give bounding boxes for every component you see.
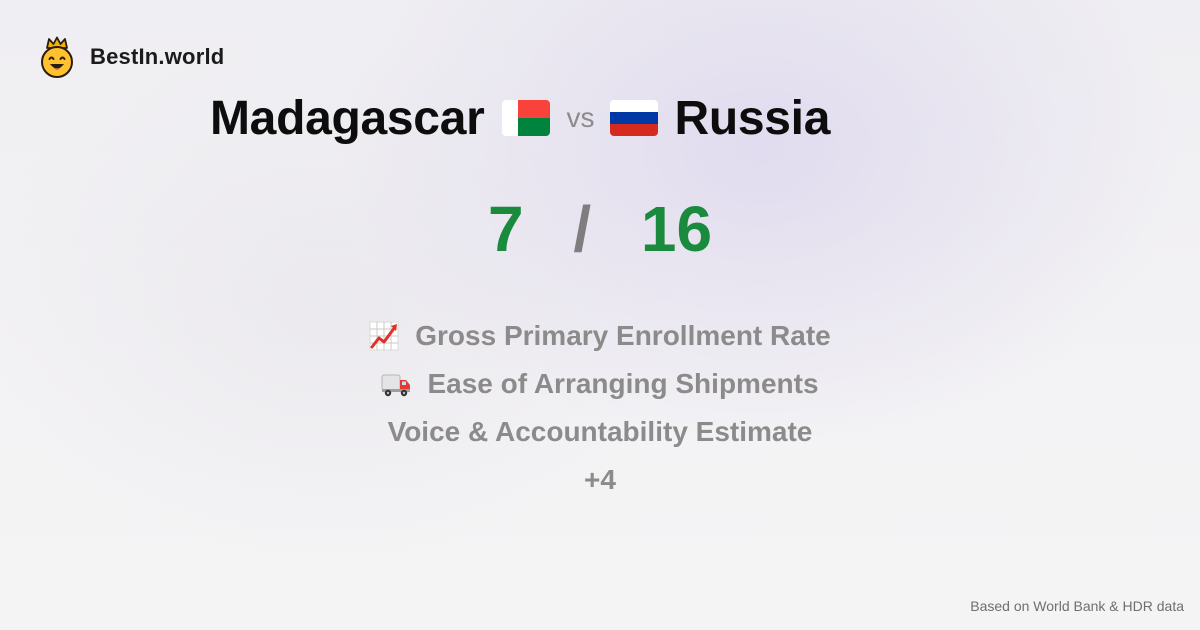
metric-label: Gross Primary Enrollment Rate [415,320,831,351]
metric-item[interactable]: Gross Primary Enrollment Rate [0,312,1200,360]
metric-item[interactable]: Voice & Accountability Estimate [0,408,1200,456]
madagascar-flag-icon [502,100,551,136]
score-country-a: 7 [487,193,524,265]
brand[interactable]: BestIn.world [38,36,224,78]
chart-increasing-icon [369,321,399,351]
brand-name: BestIn.world [90,44,225,69]
metric-label: Voice & Accountability Estimate [387,416,813,447]
data-source-note: Based on World Bank & HDR data [970,598,1184,614]
comparison-title: Madagascar vs Russia [210,86,830,150]
vs-label: vs [566,102,595,133]
country-a-name[interactable]: Madagascar [210,91,485,145]
metric-label: +4 [584,464,616,495]
metric-list: Gross Primary Enrollment Rate Ease of Ar… [0,312,1200,504]
country-b-name[interactable]: Russia [674,91,831,145]
russia-flag-icon [610,100,659,136]
crowned-smiley-icon [41,36,73,78]
metric-label: Ease of Arranging Shipments [427,368,819,399]
delivery-truck-icon [381,374,411,397]
more-metrics-count[interactable]: +4 [0,456,1200,504]
score-separator: / [573,193,592,265]
metric-item[interactable]: Ease of Arranging Shipments [0,360,1200,408]
score-country-b: 16 [640,193,713,265]
score: 7 / 16 [0,192,1200,266]
